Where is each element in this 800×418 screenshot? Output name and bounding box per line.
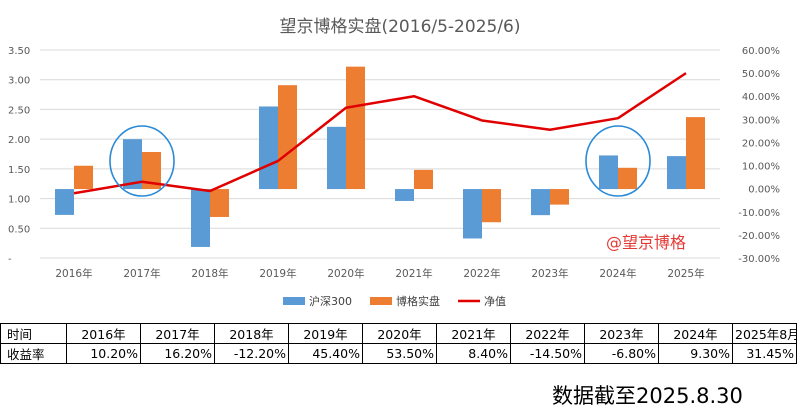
bar [142, 151, 161, 190]
left-axis-ticks: - 0.50 1.00 1.50 2.00 2.50 3.00 3.50 [8, 46, 30, 265]
bar [599, 155, 618, 190]
return-cell: 45.40% [288, 343, 363, 364]
right-tick-label: 40.00% [742, 92, 780, 103]
year-cell: 2018年 [214, 323, 289, 344]
year-cell: 2016年 [66, 323, 141, 344]
return-cell: 16.20% [140, 343, 215, 364]
return-cell: -12.20% [214, 343, 289, 364]
returns-table: 时间 2016年 2017年 2018年 2019年 2020年 2021年 2… [0, 323, 797, 364]
return-cell: 9.30% [658, 343, 733, 364]
bar-series [55, 66, 705, 247]
x-tick-label: 2017年 [123, 267, 160, 280]
x-tick-label: 2018年 [191, 267, 228, 280]
return-cell: -6.80% [584, 343, 659, 364]
x-axis-ticks: 2016年 2017年 2018年 2019年 2020年 2021年 2022年 2023年… [55, 267, 704, 280]
bar [667, 156, 686, 190]
x-tick-label: 2023年 [531, 267, 568, 280]
left-tick-label: - [8, 254, 12, 265]
year-cell: 2017年 [140, 323, 215, 344]
right-tick-label: -20.00% [738, 231, 780, 242]
return-cell: 10.20% [66, 343, 141, 364]
left-tick-label: 2.00 [8, 135, 30, 146]
return-cell: -14.50% [510, 343, 585, 364]
chart-title: 望京博格实盘(2016/5-2025/6) [279, 17, 520, 37]
net-value-line [73, 72, 687, 195]
right-tick-label: 50.00% [742, 69, 780, 80]
left-tick-label: 3.50 [8, 46, 30, 57]
x-tick-label: 2024年 [599, 267, 636, 280]
bar [346, 66, 365, 190]
x-tick-label: 2025年 [667, 267, 704, 280]
net-value-polyline [73, 72, 687, 195]
watermark: @望京博格 [606, 233, 686, 252]
x-tick-label: 2020年 [327, 267, 364, 280]
legend-swatch [283, 297, 305, 305]
x-tick-label: 2022年 [463, 267, 500, 280]
legend-label: 净值 [484, 294, 506, 308]
bar [123, 139, 142, 190]
left-tick-label: 2.50 [8, 105, 30, 116]
header-label: 时间 [0, 323, 67, 344]
x-tick-label: 2019年 [259, 267, 296, 280]
x-tick-label: 2016年 [55, 267, 92, 280]
bar [550, 189, 569, 205]
table-returns-row: 收益率 10.20% 16.20% -12.20% 45.40% 53.50% … [0, 343, 797, 364]
legend-swatch [370, 297, 392, 305]
bar [191, 189, 210, 247]
highlight-circle [585, 125, 651, 197]
right-tick-label: 30.00% [742, 115, 780, 126]
bar [259, 106, 278, 190]
year-cell: 2023年 [584, 323, 659, 344]
bar [278, 85, 297, 190]
highlight-circle [109, 125, 175, 197]
year-cell: 2024年 [658, 323, 733, 344]
x-tick-label: 2021年 [395, 267, 432, 280]
bar [55, 189, 74, 215]
bar [531, 189, 550, 216]
year-cell: 2020年 [362, 323, 437, 344]
bar [210, 189, 229, 217]
legend-label: 沪深300 [309, 294, 352, 308]
bar [686, 117, 705, 190]
right-tick-label: 60.00% [742, 46, 780, 57]
right-tick-label: 0.00% [748, 185, 780, 196]
chart: 望京博格实盘(2016/5-2025/6) - 0.50 1.00 1.50 2.00 2… [8, 17, 780, 308]
right-tick-label: -30.00% [738, 254, 780, 265]
legend-label: 博格实盘 [396, 294, 440, 308]
year-cell: 2021年 [436, 323, 511, 344]
right-tick-label: 20.00% [742, 138, 780, 149]
left-tick-label: 0.50 [8, 224, 30, 235]
left-tick-label: 1.50 [8, 165, 30, 176]
table-header-row: 时间 2016年 2017年 2018年 2019年 2020年 2021年 2… [0, 323, 797, 344]
bar [463, 189, 482, 239]
bar [482, 189, 501, 223]
bar [327, 126, 346, 190]
right-tick-label: -10.00% [738, 208, 780, 219]
right-axis-ticks: -30.00% -20.00% -10.00% 0.00% 10.00% 20.00% 30… [738, 46, 780, 265]
bar [414, 169, 433, 190]
data-cutoff-caption: 数据截至2025.8.30 [552, 384, 743, 408]
right-tick-label: 10.00% [742, 162, 780, 173]
highlight-circles [109, 125, 651, 197]
legend: 沪深300 博格实盘 净值 [283, 294, 506, 308]
bar [74, 165, 93, 190]
return-cell: 8.40% [436, 343, 511, 364]
year-cell: 2019年 [288, 323, 363, 344]
return-cell: 53.50% [362, 343, 437, 364]
left-tick-label: 3.00 [8, 76, 30, 87]
bar [395, 189, 414, 201]
year-cell: 2025年8月 [732, 323, 797, 344]
left-tick-label: 1.00 [8, 195, 30, 206]
year-cell: 2022年 [510, 323, 585, 344]
row-label: 收益率 [0, 343, 67, 364]
return-cell: 31.45% [732, 343, 797, 364]
bar [618, 167, 637, 190]
